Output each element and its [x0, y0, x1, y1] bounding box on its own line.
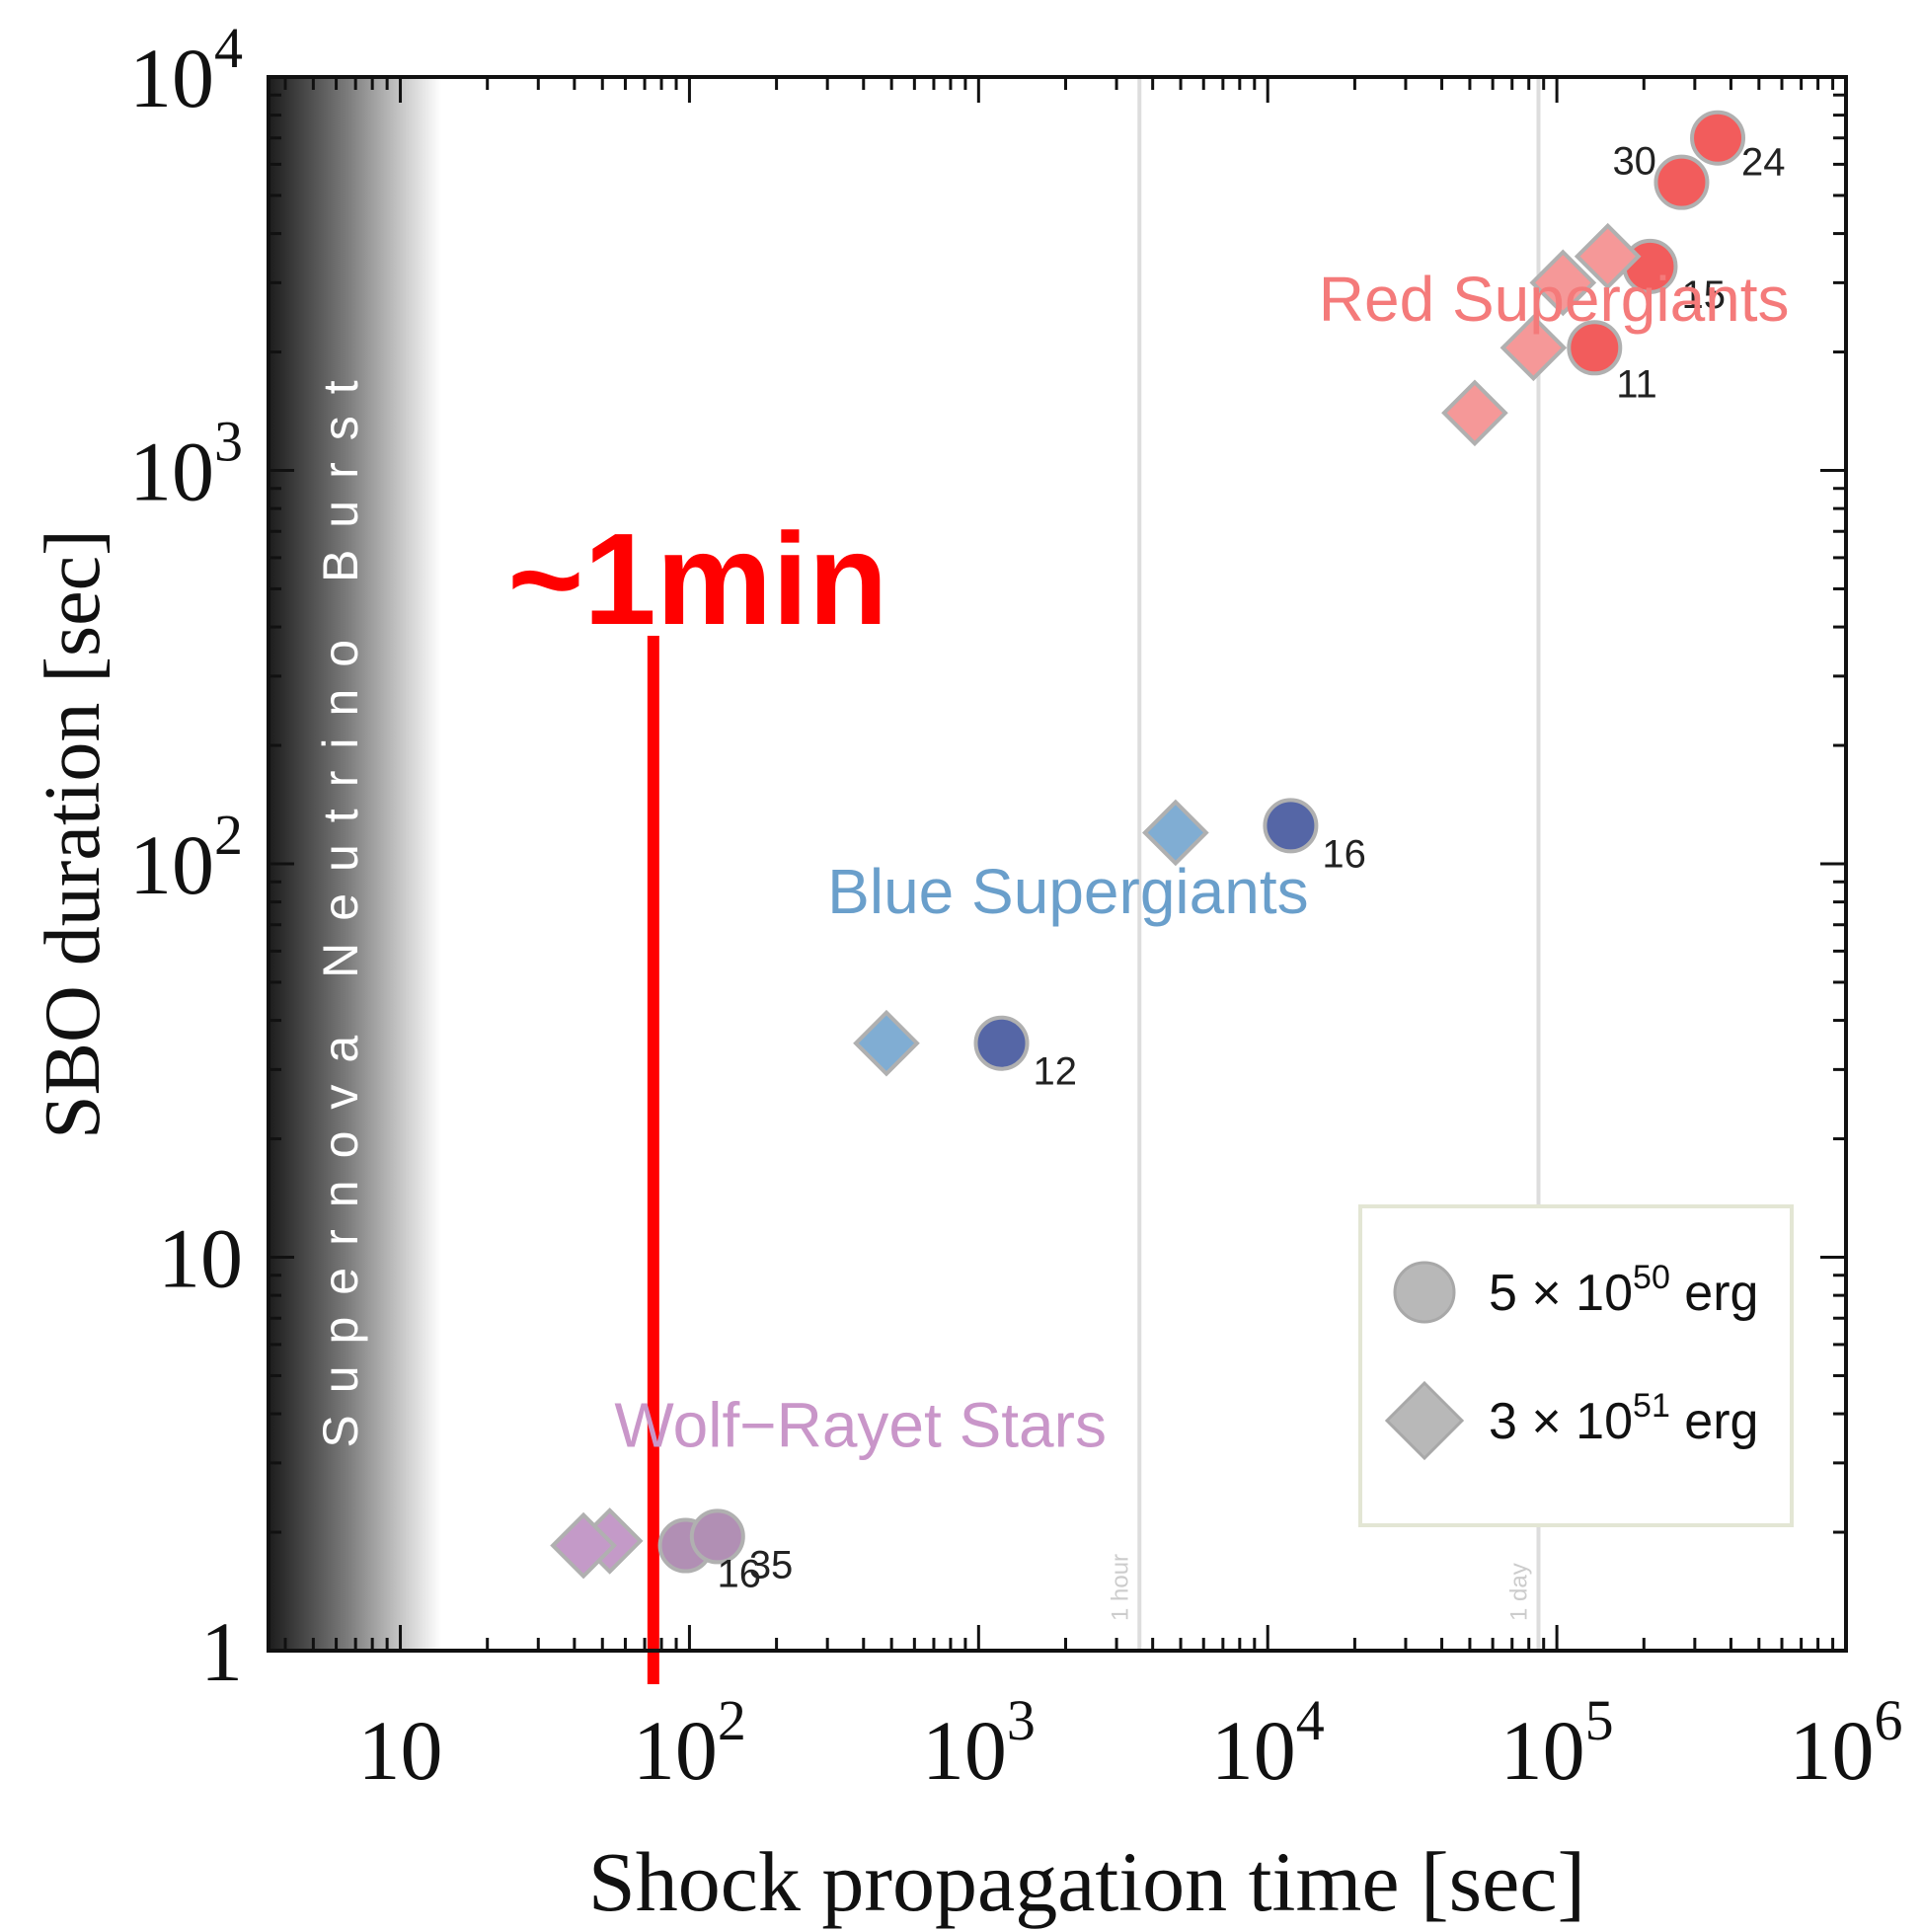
- data-point-circle: [973, 1015, 1030, 1071]
- y-tick-label: 1: [200, 1604, 243, 1699]
- x-tick-label: 106: [1790, 1688, 1903, 1798]
- x-tick-label: 105: [1500, 1688, 1614, 1798]
- point-label: 12: [1034, 1050, 1078, 1094]
- data-point-circle: [689, 1508, 745, 1565]
- x-tick-label: 10: [358, 1703, 443, 1798]
- time-marker-label: 1 hour: [1107, 1554, 1133, 1621]
- data-point-diamond: [1441, 379, 1508, 447]
- y-tick-label: 104: [129, 16, 243, 125]
- group-label: Blue Supergiants: [827, 856, 1308, 927]
- point-label: 35: [749, 1543, 794, 1586]
- neutrino-burst-label: Supernova Neutrino Burst: [313, 358, 368, 1447]
- x-axis-label: Shock propagation time [sec]: [588, 1834, 1585, 1929]
- legend-circle-icon: [1393, 1261, 1456, 1324]
- point-label: 16: [1322, 832, 1366, 876]
- point-label: 24: [1741, 141, 1786, 185]
- data-point-diamond: [1529, 249, 1597, 317]
- point-label: 30: [1612, 140, 1656, 184]
- neutrino-burst-band: [269, 77, 441, 1651]
- annotation-text: ~1min: [507, 506, 887, 652]
- point-label: 11: [1616, 362, 1657, 406]
- point-label: 16: [718, 1553, 762, 1596]
- data-point-circle: [1690, 110, 1746, 166]
- data-point-diamond: [1499, 314, 1568, 382]
- point-label: 15: [1681, 273, 1726, 317]
- data-point-diamond: [1574, 222, 1642, 290]
- x-tick-label: 103: [922, 1688, 1036, 1798]
- legend-label: 5 × 1050 erg: [1489, 1259, 1758, 1322]
- data-point-circle: [1653, 154, 1710, 210]
- y-tick-label: 103: [129, 410, 243, 519]
- group-label: Wolf−Rayet Stars: [614, 1389, 1107, 1460]
- group-label: Red Supergiants: [1319, 264, 1790, 335]
- x-tick-label: 104: [1211, 1688, 1325, 1798]
- y-tick-label: 102: [129, 803, 243, 912]
- data-point-diamond: [1142, 799, 1209, 867]
- legend-diamond-icon: [1384, 1380, 1465, 1461]
- y-tick-label: 10: [158, 1211, 243, 1306]
- legend-box: [1358, 1204, 1794, 1527]
- data-point-diamond: [853, 1009, 920, 1077]
- data-point-diamond: [550, 1511, 617, 1580]
- data-point-circle: [1567, 320, 1623, 376]
- y-axis-label: SBO duration [sec]: [30, 529, 116, 1139]
- x-tick-label: 102: [633, 1688, 746, 1798]
- data-point-circle: [1263, 798, 1319, 854]
- legend-label: 3 × 1051 erg: [1489, 1387, 1758, 1450]
- time-marker-label: 1 day: [1506, 1563, 1533, 1621]
